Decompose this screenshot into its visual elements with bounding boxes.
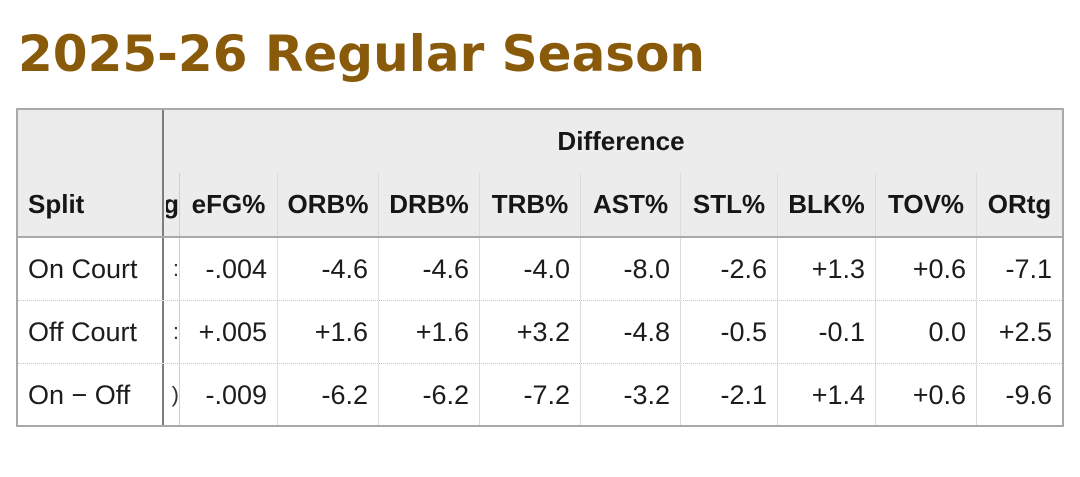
group-header-blank <box>18 110 164 173</box>
table-cell: -4.6 <box>379 238 480 300</box>
table-cell: +1.6 <box>278 301 379 363</box>
table-cell: -.009 <box>180 364 278 425</box>
column-header-trb[interactable]: TRB% <box>480 173 581 236</box>
row-label: On Court <box>18 238 164 300</box>
table-cell: +1.4 <box>778 364 876 425</box>
column-header-drb[interactable]: DRB% <box>379 173 480 236</box>
table-cell: -.004 <box>180 238 278 300</box>
row-label: Off Court <box>18 301 164 363</box>
table-row: Off Court : +.005 +1.6 +1.6 +3.2 -4.8 -0… <box>18 301 1062 364</box>
row-label: On − Off <box>18 364 164 425</box>
table-row: On − Off ) -.009 -6.2 -6.2 -7.2 -3.2 -2.… <box>18 364 1062 425</box>
table-cell: +1.6 <box>379 301 480 363</box>
table-cell: -7.2 <box>480 364 581 425</box>
table-row: On Court : -.004 -4.6 -4.6 -4.0 -8.0 -2.… <box>18 238 1062 301</box>
column-header-ast[interactable]: AST% <box>581 173 681 236</box>
table-cell: -2.1 <box>681 364 778 425</box>
table-cell: -3.2 <box>581 364 681 425</box>
table-cell: -6.2 <box>278 364 379 425</box>
truncated-cell: : <box>166 238 180 300</box>
table-cell: -9.6 <box>1005 379 1052 410</box>
table-group-header-row: Difference <box>18 110 1062 175</box>
column-header-orb[interactable]: ORB% <box>278 173 379 236</box>
table-cell: +0.6 <box>876 364 977 425</box>
table-cell: -6.2 <box>379 364 480 425</box>
table-cell: -8.0 <box>581 238 681 300</box>
column-header-tov[interactable]: TOV% <box>876 173 977 236</box>
truncated-cell: ) <box>166 364 180 425</box>
table-cell: -0.5 <box>681 301 778 363</box>
column-header-ortg[interactable]: ORtg <box>987 189 1052 219</box>
page-title: 2025-26 Regular Season <box>18 25 706 83</box>
table-cell: -7.1 <box>1005 253 1052 284</box>
table-cell: +1.3 <box>778 238 876 300</box>
column-header-split[interactable]: Split <box>18 173 164 236</box>
table-cell: -4.0 <box>480 238 581 300</box>
table-cell: +0.6 <box>876 238 977 300</box>
table-cell: -4.6 <box>278 238 379 300</box>
column-header-efg[interactable]: eFG% <box>180 173 278 236</box>
table-cell: -2.6 <box>681 238 778 300</box>
group-header-difference: Difference <box>557 126 685 156</box>
table-cell: 0.0 <box>876 301 977 363</box>
column-header-truncated: g <box>166 173 180 236</box>
table-cell: -4.8 <box>581 301 681 363</box>
table-cell: +3.2 <box>480 301 581 363</box>
table-column-header-row: Split g eFG% ORB% DRB% TRB% AST% STL% BL… <box>18 173 1062 238</box>
table-cell: -0.1 <box>778 301 876 363</box>
table-cell: +.005 <box>180 301 278 363</box>
column-header-stl[interactable]: STL% <box>681 173 778 236</box>
table-cell: +2.5 <box>998 316 1052 347</box>
truncated-cell: : <box>166 301 180 363</box>
stats-table: Difference Split g eFG% ORB% DRB% TRB% A… <box>16 108 1064 427</box>
column-header-blk[interactable]: BLK% <box>778 173 876 236</box>
